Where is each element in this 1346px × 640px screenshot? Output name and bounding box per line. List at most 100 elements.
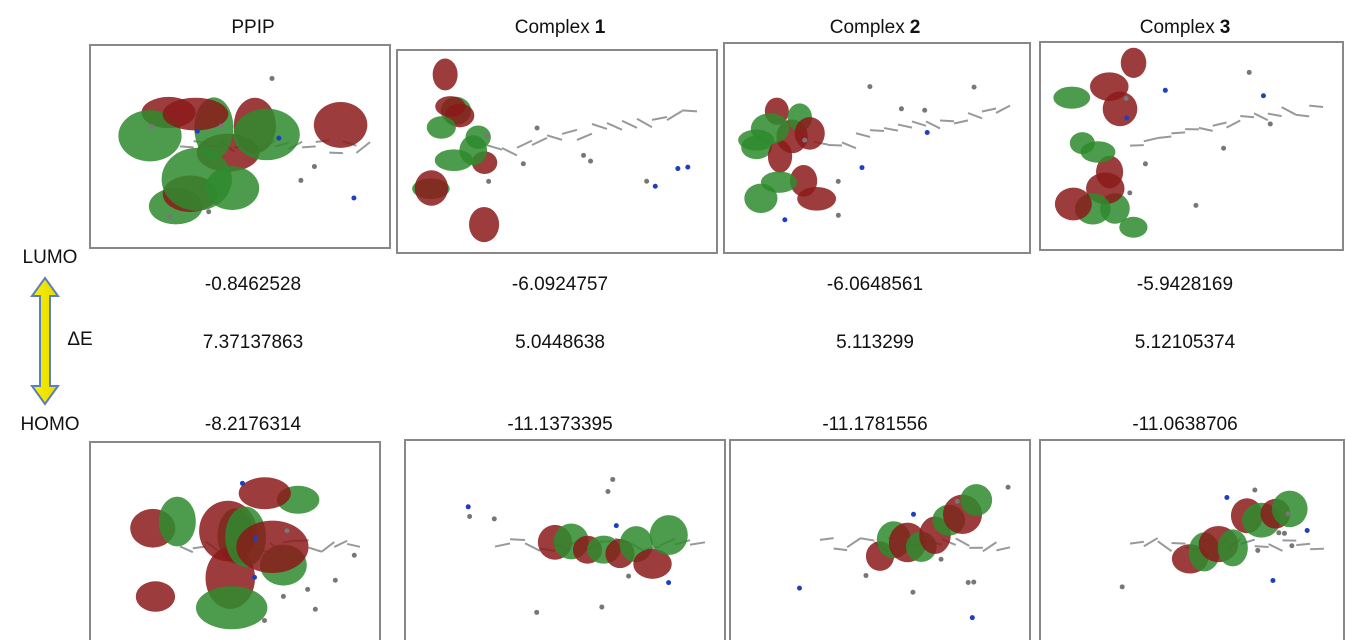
atom bbox=[836, 179, 841, 184]
atom bbox=[1270, 578, 1275, 583]
orbital-lobe bbox=[159, 497, 196, 547]
atom bbox=[782, 217, 787, 222]
orbital-lobe bbox=[239, 477, 291, 509]
atom bbox=[666, 580, 671, 585]
lumo-energy: -5.9428169 bbox=[1137, 274, 1233, 295]
orbital-lobe bbox=[1218, 529, 1248, 566]
atom bbox=[1221, 146, 1226, 151]
energy-gap: 7.37137863 bbox=[203, 332, 303, 353]
atom bbox=[605, 489, 610, 494]
atom bbox=[1124, 96, 1129, 101]
atom bbox=[859, 165, 864, 170]
atom bbox=[614, 523, 619, 528]
bond bbox=[1172, 543, 1186, 544]
atom bbox=[971, 580, 976, 585]
atom bbox=[253, 536, 258, 541]
atom bbox=[1224, 495, 1229, 500]
atom bbox=[1276, 530, 1281, 535]
atom bbox=[972, 85, 977, 90]
atom bbox=[863, 573, 868, 578]
atom bbox=[939, 557, 944, 562]
atom bbox=[1305, 528, 1310, 533]
orbital-lobe bbox=[1121, 48, 1147, 78]
atom bbox=[333, 578, 338, 583]
atom bbox=[910, 590, 915, 595]
atom bbox=[675, 166, 680, 171]
bond bbox=[1171, 132, 1185, 133]
atom bbox=[836, 213, 841, 218]
atom bbox=[305, 587, 310, 592]
bond bbox=[302, 146, 316, 147]
atom bbox=[1163, 88, 1168, 93]
orbital-lobe bbox=[751, 113, 789, 144]
atom bbox=[240, 481, 245, 486]
orbital-lobe bbox=[314, 102, 368, 148]
homo-energy: -8.2176314 bbox=[205, 414, 302, 435]
atom bbox=[685, 165, 690, 170]
atom bbox=[599, 605, 604, 610]
atom bbox=[626, 574, 631, 579]
orbital-lobe bbox=[1103, 92, 1138, 127]
bond bbox=[1309, 106, 1323, 107]
atom bbox=[1006, 485, 1011, 490]
header-number: 1 bbox=[595, 17, 606, 38]
orbital-lobe bbox=[1272, 491, 1308, 528]
bond bbox=[940, 120, 954, 121]
atom bbox=[802, 138, 807, 143]
header-name: Complex bbox=[830, 17, 905, 38]
atom bbox=[486, 179, 491, 184]
atom bbox=[653, 184, 658, 189]
atom bbox=[167, 214, 172, 219]
atom bbox=[911, 512, 916, 517]
page: LUMO ΔE HOMO PPIP-0.84625287.37137863-8.… bbox=[0, 0, 1346, 640]
header-name: Complex bbox=[1140, 17, 1215, 38]
orbital-lobe bbox=[415, 170, 448, 205]
bond bbox=[828, 145, 842, 146]
atom bbox=[1289, 543, 1294, 548]
atom bbox=[521, 161, 526, 166]
orbital-lobe bbox=[469, 207, 499, 242]
atom bbox=[581, 153, 586, 158]
column-header: Complex1 bbox=[515, 17, 606, 38]
atom bbox=[1252, 488, 1257, 493]
atom bbox=[281, 594, 286, 599]
atom bbox=[284, 528, 289, 533]
bond bbox=[1310, 549, 1324, 550]
homo-energy: -11.0638706 bbox=[1132, 414, 1237, 435]
atom bbox=[352, 553, 357, 558]
header-name: PPIP bbox=[231, 17, 274, 38]
header-number: 2 bbox=[910, 17, 921, 38]
lumo-energy: -6.0648561 bbox=[827, 274, 923, 295]
orbital-lobe bbox=[163, 98, 229, 131]
atom bbox=[149, 124, 154, 129]
atom bbox=[269, 76, 274, 81]
atom bbox=[1143, 161, 1148, 166]
atom bbox=[492, 516, 497, 521]
energy-gap: 5.12105374 bbox=[1135, 332, 1236, 353]
atom bbox=[298, 178, 303, 183]
orbital-lobe bbox=[433, 59, 458, 91]
bond bbox=[870, 130, 884, 131]
bond bbox=[510, 539, 525, 540]
column-header: PPIP bbox=[231, 17, 274, 38]
atom bbox=[925, 130, 930, 135]
orbital-lobe bbox=[427, 116, 456, 139]
atom bbox=[1193, 203, 1198, 208]
orbital-lobe bbox=[1053, 87, 1090, 109]
energy-arrow bbox=[32, 278, 58, 404]
bond bbox=[1255, 546, 1269, 547]
orbital-lobe bbox=[196, 586, 267, 629]
atom bbox=[466, 504, 471, 509]
row-label: LUMO bbox=[23, 247, 78, 268]
lumo-energy: -6.0924757 bbox=[512, 274, 608, 295]
atom bbox=[970, 615, 975, 620]
orbital-lobe bbox=[1055, 188, 1092, 221]
atom bbox=[534, 610, 539, 615]
atom bbox=[1268, 121, 1273, 126]
atom bbox=[313, 607, 318, 612]
orbital-lobe bbox=[744, 184, 777, 213]
figure: LUMO ΔE HOMO PPIP-0.84625287.37137863-8.… bbox=[0, 0, 1346, 640]
atom bbox=[206, 209, 211, 214]
